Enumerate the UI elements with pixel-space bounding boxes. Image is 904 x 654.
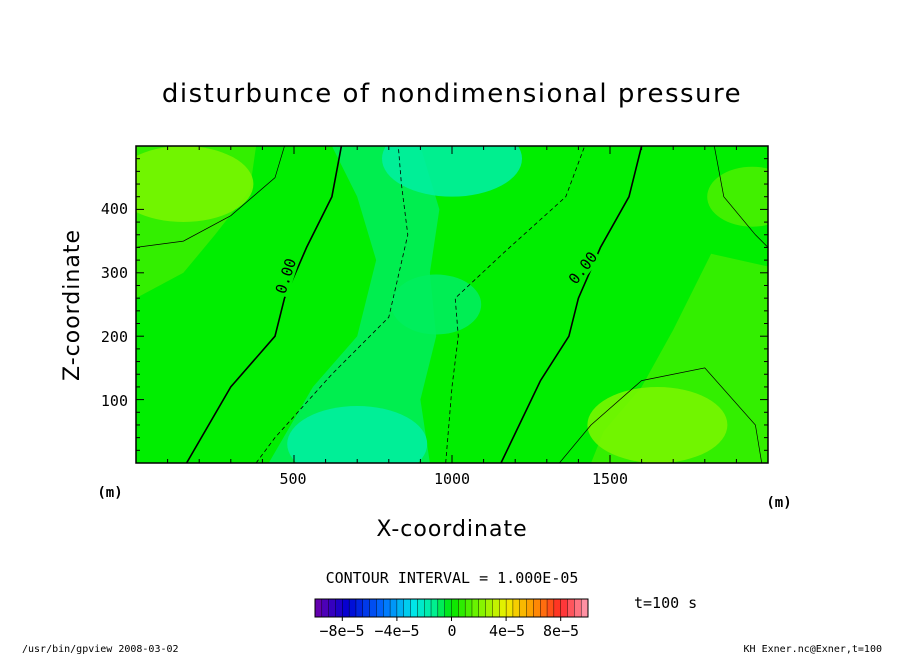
colorbar-cell <box>369 598 377 618</box>
colorbar-cell <box>526 598 534 618</box>
x-tick-label: 500 <box>279 470 306 488</box>
y-tick-labels: 100 200 300 400 <box>101 200 128 410</box>
colorbar-cell <box>403 598 411 618</box>
colorbar-cell <box>335 598 343 618</box>
colorbar-cell <box>451 598 459 618</box>
x-tick-label: 1000 <box>434 470 470 488</box>
contour-band <box>268 146 440 463</box>
positive-contour <box>713 146 768 248</box>
field-extremum <box>391 274 482 335</box>
colorbar-tick-label: 8e−5 <box>543 622 579 640</box>
colorbar-cell <box>458 598 466 618</box>
colorbar-frame <box>314 598 589 618</box>
y-tick-label: 400 <box>101 200 128 218</box>
x-unit-label: (m) <box>766 495 791 511</box>
colorbar-cell <box>492 598 500 618</box>
colorbar-cell <box>424 598 432 618</box>
plot-area <box>136 146 768 463</box>
colorbar-cell <box>546 598 555 618</box>
contour-lines <box>136 146 768 463</box>
filled-contours <box>136 146 768 463</box>
colorbar-cell <box>512 598 521 618</box>
y-unit-label: (m) <box>97 485 122 501</box>
colorbar-cell <box>328 598 336 618</box>
zero-contour-right <box>500 146 643 463</box>
x-tick-label: 1500 <box>592 470 628 488</box>
positive-contour <box>559 367 763 463</box>
colorbar-cell <box>348 598 357 618</box>
field-extremum <box>707 166 768 227</box>
colorbar-cell <box>574 598 582 618</box>
colorbar-cell <box>410 598 418 618</box>
field-extremum <box>136 146 254 223</box>
y-tick-label: 100 <box>101 392 128 410</box>
colorbar-cell <box>383 598 391 618</box>
zero-contour-left <box>185 146 343 463</box>
colorbar-cell <box>430 598 439 618</box>
x-tick-labels: 500 1000 1500 <box>279 470 628 488</box>
colorbar-tick-label: 0 <box>447 622 456 640</box>
y-tick-label: 200 <box>101 328 128 346</box>
colorbar-cell <box>471 598 480 618</box>
footer-right: KH_Exner.nc@Exner,t=100 <box>744 644 882 654</box>
colorbar-cell <box>580 598 589 618</box>
colorbar-cell <box>362 598 370 618</box>
colorbar-cell <box>499 598 507 618</box>
colorbar-cell <box>314 598 323 618</box>
time-label: t=100 s <box>634 594 697 612</box>
colorbar-cell <box>437 598 446 618</box>
colorbar-cell <box>355 598 364 618</box>
colorbar-cell <box>417 598 425 618</box>
colorbar-cell <box>376 598 384 618</box>
colorbar-tick-label: −8e−5 <box>319 622 364 640</box>
colorbar-tick-label: −4e−5 <box>374 622 419 640</box>
colorbar-cell <box>567 598 575 618</box>
colorbar-cell <box>389 598 398 618</box>
colorbar-cell <box>540 598 548 618</box>
colorbar-cell <box>553 598 562 618</box>
colorbar-cell <box>533 598 541 618</box>
negative-contour <box>255 146 409 463</box>
colorbar-cell <box>560 598 568 618</box>
colorbar-cell <box>444 598 452 618</box>
negative-contour <box>445 146 586 463</box>
axis-ticks <box>135 146 769 464</box>
positive-contour <box>136 146 285 248</box>
colorbar <box>314 598 589 621</box>
field-extremum <box>587 386 728 463</box>
chart-title: disturbunce of nondimensional pressure <box>162 79 742 109</box>
colorbar-tick-label: 4e−5 <box>489 622 525 640</box>
colorbar-cell <box>464 598 473 618</box>
field-extremum <box>287 405 428 463</box>
footer-left: /usr/bin/gpview 2008-03-02 <box>22 644 179 654</box>
colorbar-cell <box>485 598 493 618</box>
colorbar-cell <box>342 598 350 618</box>
colorbar-cell <box>321 598 330 618</box>
colorbar-tick-labels: −8e−5 −4e−5 0 4e−5 8e−5 <box>319 622 579 640</box>
contour-interval-text: CONTOUR INTERVAL = 1.000E-05 <box>326 569 579 587</box>
colorbar-cell <box>478 598 487 618</box>
x-axis-label: X-coordinate <box>376 517 527 542</box>
colorbar-cell <box>505 598 514 618</box>
colorbar-cell <box>519 598 527 618</box>
colorbar-cell <box>396 598 405 618</box>
y-tick-label: 300 <box>101 264 128 282</box>
y-axis-label: Z-coordinate <box>60 229 85 381</box>
field-extremum <box>382 146 522 197</box>
